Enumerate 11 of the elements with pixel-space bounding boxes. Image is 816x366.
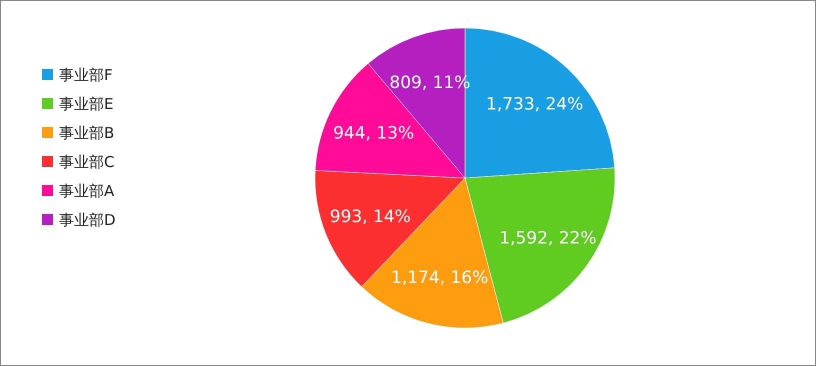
data-label: 944, 13% [333,124,414,144]
legend-label: 事业部E [59,95,114,113]
data-label: 993, 14% [330,206,411,227]
data-label: 1,174, 16% [391,268,488,288]
legend-label: 事业部C [59,153,114,171]
legend-label: 事业部F [59,66,113,84]
legend-label: 事业部A [59,182,115,200]
legend-label: 事业部D [59,211,116,229]
legend-label: 事业部B [59,124,114,142]
data-label: 1,592, 22% [499,228,596,248]
data-label: 1,733, 24% [486,94,584,114]
